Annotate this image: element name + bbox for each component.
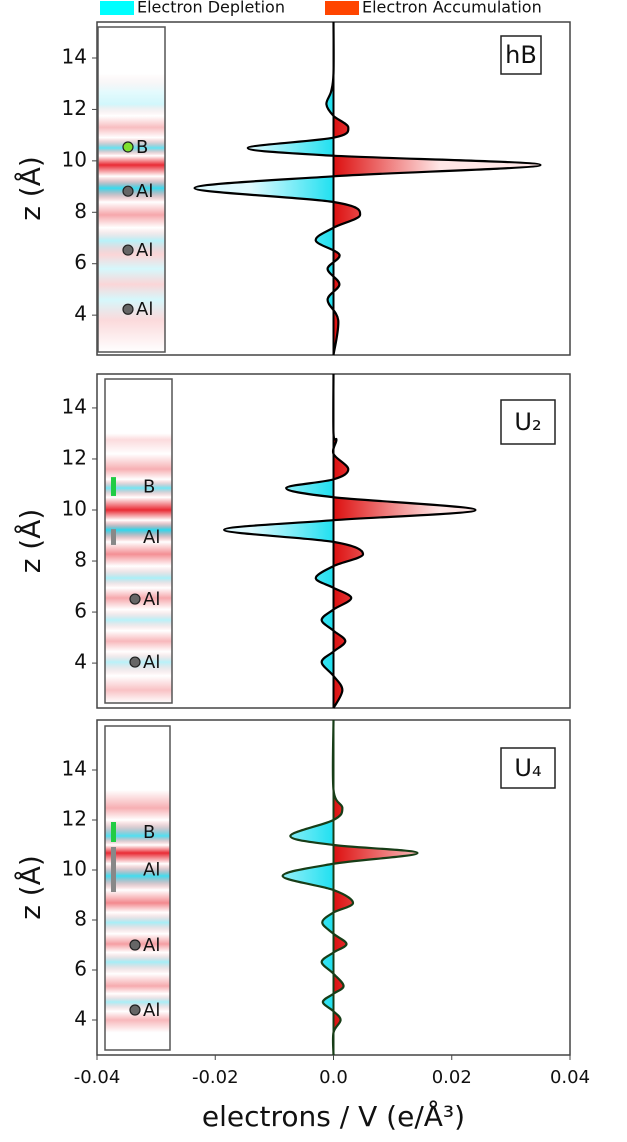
atom-dot <box>122 303 134 315</box>
atom-dot <box>129 593 141 605</box>
atom-label: Al <box>136 240 153 261</box>
y-tick-label: 12 <box>62 445 87 469</box>
atom-label: Al <box>143 527 160 548</box>
atom-bar <box>111 477 116 496</box>
y-tick-label: 4 <box>74 302 87 326</box>
atom-dot <box>122 244 134 256</box>
y-tick-label: 8 <box>74 199 87 223</box>
depletion-area <box>282 720 334 1055</box>
atom-label: B <box>143 822 155 843</box>
legend-label: Electron Depletion <box>137 0 285 17</box>
legend-label: Electron Accumulation <box>362 0 542 17</box>
y-tick-label: 14 <box>62 45 87 69</box>
atom-bar <box>111 529 116 545</box>
y-tick-label: 12 <box>62 96 87 120</box>
y-tick-label: 8 <box>74 548 87 572</box>
legend-swatch <box>325 1 359 15</box>
atom-dot <box>122 141 134 153</box>
x-tick-label: 0.02 <box>432 1067 472 1088</box>
atom-bar <box>111 822 116 842</box>
atom-label: Al <box>143 652 160 673</box>
atom-dot <box>129 939 141 951</box>
x-tick-label: -0.04 <box>74 1067 121 1088</box>
y-axis-label: z (Å) <box>13 855 47 920</box>
y-tick-label: 8 <box>74 907 87 931</box>
accumulation-area <box>333 720 418 1055</box>
x-axis-label: electrons / V (e/Å³) <box>202 1099 465 1133</box>
density-curve <box>281 719 419 1056</box>
y-tick-label: 14 <box>62 757 87 781</box>
atom-bar <box>111 847 116 892</box>
panel-label-box <box>500 35 542 75</box>
atom-label: Al <box>143 935 160 956</box>
density-curve <box>193 21 542 356</box>
y-tick-label: 10 <box>62 147 87 171</box>
atom-dot <box>129 656 141 668</box>
panel-label: U₄ <box>514 754 541 782</box>
x-tick-label: -0.02 <box>192 1067 239 1088</box>
accumulation-area <box>333 374 476 708</box>
panel-label-box <box>500 399 556 445</box>
y-tick-label: 10 <box>62 857 87 881</box>
y-tick-label: 4 <box>74 650 87 674</box>
panel-label-box <box>500 747 556 789</box>
atom-label: B <box>143 477 155 498</box>
y-tick-label: 6 <box>74 957 87 981</box>
atom-label: Al <box>143 860 160 881</box>
atom-label: Al <box>143 589 160 610</box>
x-tick-label: 0.0 <box>319 1067 348 1088</box>
atom-label: Al <box>136 181 153 202</box>
legend-swatch <box>100 1 134 15</box>
density-strip <box>104 378 173 704</box>
depletion-area <box>224 374 334 708</box>
atom-dot <box>129 1004 141 1016</box>
y-tick-label: 10 <box>62 496 87 520</box>
atom-dot <box>122 185 134 197</box>
panel-label: hB <box>505 41 537 69</box>
x-tick-label: 0.04 <box>550 1067 590 1088</box>
panel-label: U₂ <box>514 408 541 436</box>
y-tick-label: 12 <box>62 807 87 831</box>
atom-label: B <box>136 137 148 158</box>
depletion-area <box>194 22 334 355</box>
y-tick-label: 4 <box>74 1007 87 1031</box>
atom-label: Al <box>136 299 153 320</box>
density-curve <box>223 373 477 709</box>
y-axis-label: z (Å) <box>13 509 47 574</box>
atom-label: Al <box>143 1000 160 1021</box>
y-tick-label: 6 <box>74 599 87 623</box>
y-tick-label: 14 <box>62 394 87 418</box>
y-axis-label: z (Å) <box>13 156 47 221</box>
y-tick-label: 6 <box>74 250 87 274</box>
